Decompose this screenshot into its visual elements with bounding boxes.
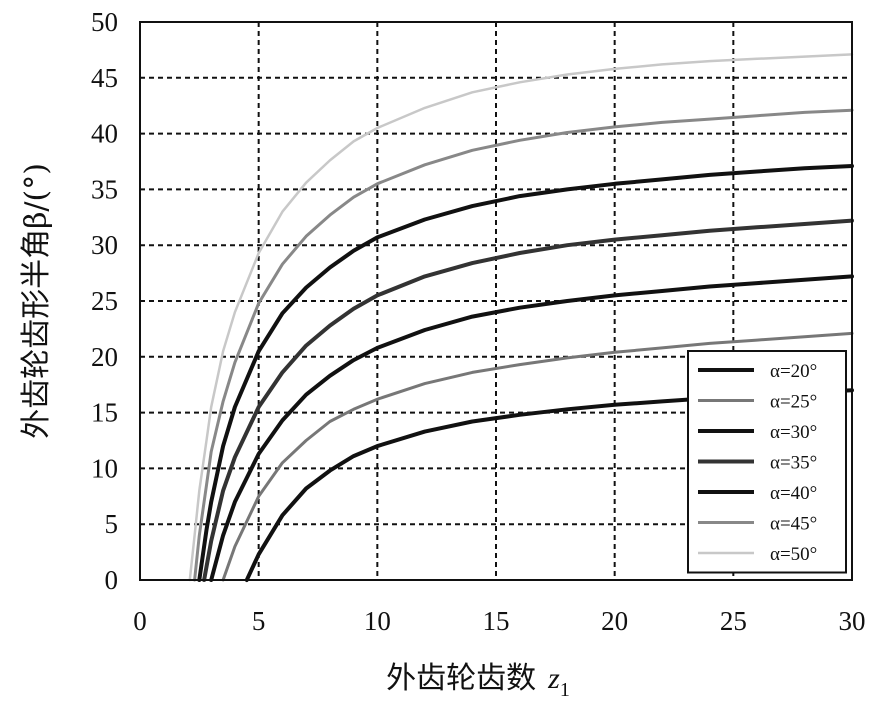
legend-entry-label: α=30° [770,422,817,443]
series-line-7 [188,53,854,582]
y-tick-labels: 0 5 10 15 20 25 30 35 40 45 50 [91,7,118,595]
legend-entry-label: α=35° [770,453,817,474]
legend-entry-label: α=50° [770,544,817,565]
legend-entry-label: α=20° [770,361,817,382]
y-tick-label: 15 [91,398,118,428]
x-axis-title-subscript: 1 [560,679,570,701]
y-tick-label: 25 [91,286,118,316]
x-axis-title-var: z [547,662,560,695]
y-tick-label: 40 [91,119,118,149]
series-line-3 [209,274,854,582]
x-tick-labels: 0 5 10 15 20 25 30 [133,606,865,636]
y-tick-label: 0 [105,565,119,595]
series-line-5 [197,164,854,582]
x-tick-label: 5 [252,606,266,636]
x-axis-title: 外齿轮齿数 z1 [386,661,570,701]
y-tick-label: 50 [91,7,118,37]
x-axis-title-text: 外齿轮齿数 [386,661,536,696]
y-tick-label: 35 [91,174,118,204]
series-line-4 [202,218,854,582]
y-tick-label: 20 [91,342,118,372]
plot-frame [139,21,853,581]
x-tick-label: 30 [839,606,866,636]
y-tick-label: 5 [105,509,119,539]
series-line-6 [193,108,854,582]
x-tick-label: 15 [483,606,510,636]
legend-entry-label: α=45° [770,514,817,535]
x-tick-label: 20 [601,606,628,636]
x-tick-label: 25 [720,606,747,636]
legend-entry-label: α=40° [770,483,817,504]
legend: α=20° α=25° α=30° α=35° α=40° α=45° α=50° [687,350,847,574]
y-axis-title: 外齿轮齿形半角β/(°) [19,163,54,439]
x-tick-label: 10 [364,606,391,636]
y-tick-label: 10 [91,453,118,483]
x-tick-label: 0 [133,606,147,636]
series-line-2 [221,331,854,582]
y-tick-label: 45 [91,63,118,93]
y-tick-label: 30 [91,230,118,260]
legend-entry-label: α=25° [770,392,817,413]
